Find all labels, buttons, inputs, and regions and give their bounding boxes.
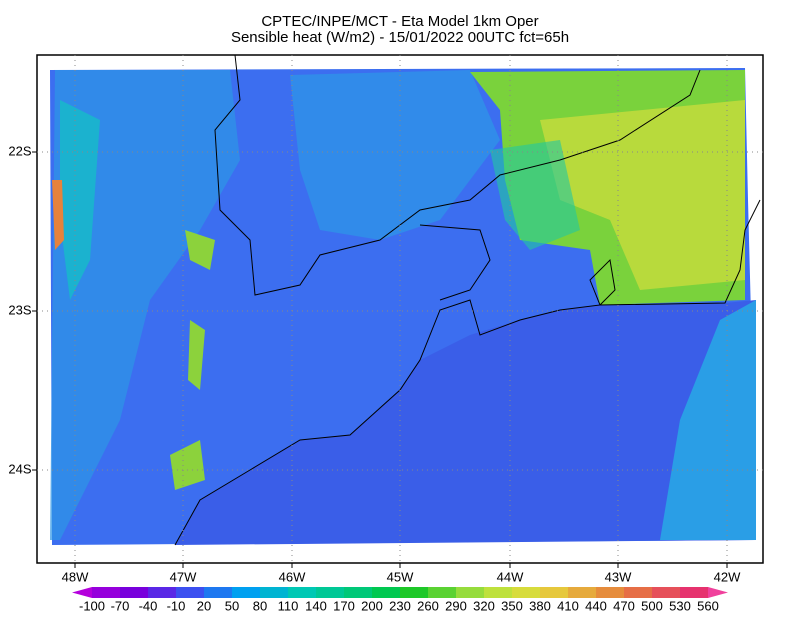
field-region bbox=[185, 230, 215, 270]
axis-labels: 48W 47W 46W 45W 44W 43W 42W 22S 23S 24S bbox=[8, 143, 741, 584]
colorbar-label: 500 bbox=[641, 598, 663, 613]
state-border bbox=[214, 54, 701, 301]
lon-label: 45W bbox=[387, 569, 414, 584]
lon-label: 43W bbox=[605, 569, 632, 584]
colorbar: -100 -70 -40 -10 20 50 80 110 140 170 200 230 260 290… bbox=[72, 587, 728, 613]
colorbar-end bbox=[708, 587, 728, 598]
colorbar-label: 20 bbox=[197, 598, 211, 613]
lon-label: 46W bbox=[279, 569, 306, 584]
colorbar-label: 350 bbox=[501, 598, 523, 613]
colorbar-segment bbox=[540, 587, 569, 598]
field-region bbox=[170, 440, 205, 490]
title-line: CPTEC/INPE/MCT - Eta Model 1km Oper bbox=[261, 13, 538, 30]
colorbar-label: 560 bbox=[697, 598, 719, 613]
colorbar-segment bbox=[120, 587, 149, 598]
colorbar-segment bbox=[652, 587, 681, 598]
colorbar-segment bbox=[456, 587, 485, 598]
map bbox=[32, 54, 764, 568]
lat-label: 22S bbox=[8, 143, 31, 158]
colorbar-label: 110 bbox=[278, 598, 299, 613]
lon-label: 48W bbox=[62, 569, 89, 584]
colorbar-segment bbox=[288, 587, 317, 598]
colorbar-label: -70 bbox=[111, 598, 130, 613]
colorbar-label: 200 bbox=[361, 598, 383, 613]
colorbar-label: 50 bbox=[225, 598, 239, 613]
lon-label: 42W bbox=[714, 569, 741, 584]
colorbar-segment bbox=[92, 587, 121, 598]
colorbar-segment bbox=[316, 587, 345, 598]
colorbar-label: 320 bbox=[473, 598, 495, 613]
colorbar-label: 260 bbox=[417, 598, 439, 613]
title-line: Sensible heat (W/m2) - 15/01/2022 00UTC … bbox=[231, 29, 569, 46]
colorbar-segment bbox=[428, 587, 457, 598]
colorbar-label: 440 bbox=[585, 598, 607, 613]
field-region bbox=[490, 140, 580, 250]
colorbar-segment bbox=[596, 587, 625, 598]
colorbar-label: 230 bbox=[389, 598, 411, 613]
colorbar-segment bbox=[204, 587, 233, 598]
ocean bbox=[175, 300, 756, 545]
colorbar-segment bbox=[512, 587, 541, 598]
lat-label: 23S bbox=[8, 302, 31, 317]
colorbar-label: 410 bbox=[557, 598, 579, 613]
field-region bbox=[52, 180, 64, 250]
colorbar-segment bbox=[232, 587, 261, 598]
lat-label: 24S bbox=[8, 461, 31, 476]
field-region bbox=[540, 100, 745, 290]
colorbar-label: -100 bbox=[79, 598, 105, 613]
colorbar-label: 530 bbox=[669, 598, 691, 613]
coastline bbox=[174, 199, 761, 546]
field-region bbox=[60, 100, 100, 300]
colorbar-label: -40 bbox=[139, 598, 158, 613]
colorbar-segment bbox=[344, 587, 373, 598]
lon-label: 44W bbox=[497, 569, 524, 584]
colorbar-label: 170 bbox=[333, 598, 355, 613]
colorbar-segment bbox=[568, 587, 597, 598]
colorbar-segment bbox=[148, 587, 177, 598]
colorbar-label: 290 bbox=[445, 598, 467, 613]
field-region bbox=[50, 70, 240, 540]
colorbar-label: 470 bbox=[613, 598, 635, 613]
ocean-light bbox=[660, 300, 756, 540]
colorbar-label: 140 bbox=[305, 598, 327, 613]
colorbar-segment bbox=[624, 587, 653, 598]
lon-label: 47W bbox=[170, 569, 197, 584]
colorbar-label: 380 bbox=[529, 598, 551, 613]
colorbar-segment bbox=[260, 587, 289, 598]
colorbar-segment bbox=[400, 587, 429, 598]
field-region bbox=[290, 70, 500, 240]
colorbar-end bbox=[72, 587, 92, 598]
colorbar-segment bbox=[484, 587, 513, 598]
colorbar-label: 80 bbox=[253, 598, 267, 613]
colorbar-segment bbox=[372, 587, 401, 598]
field-region bbox=[188, 320, 205, 390]
colorbar-segment bbox=[176, 587, 205, 598]
colorbar-segment bbox=[680, 587, 709, 598]
colorbar-label: -10 bbox=[167, 598, 186, 613]
graticule bbox=[32, 55, 763, 568]
